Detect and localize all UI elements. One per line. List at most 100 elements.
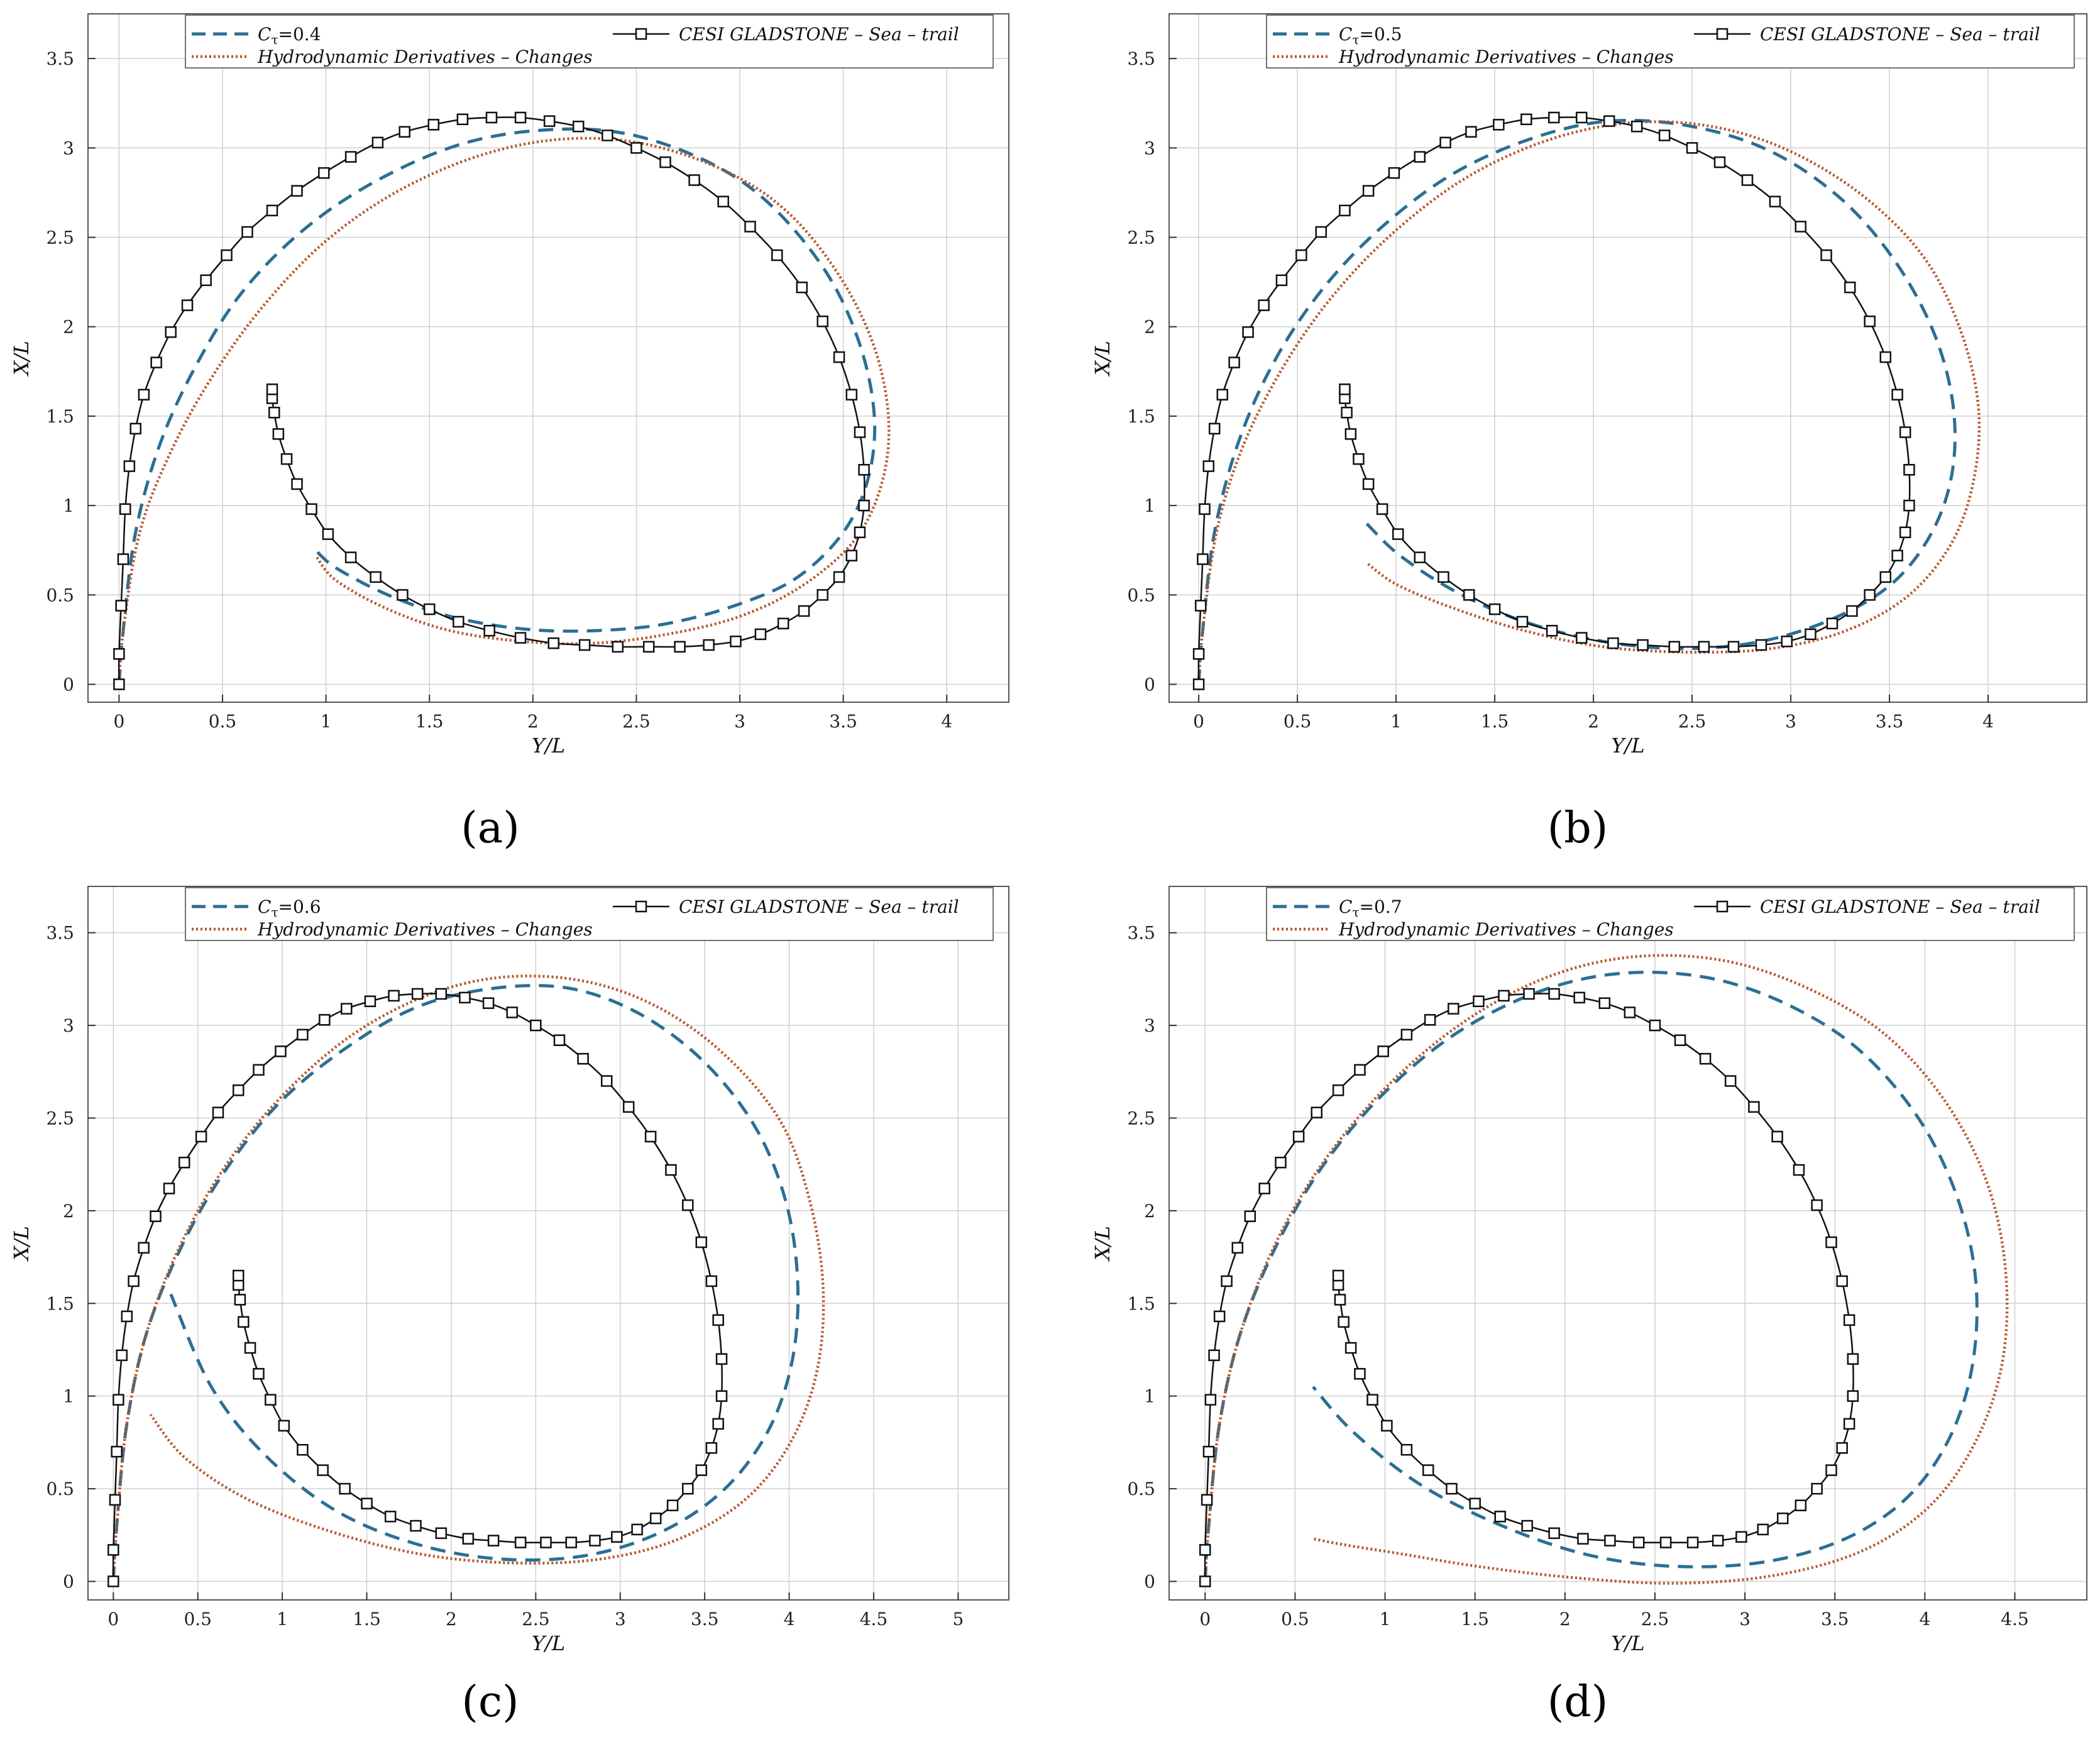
x-tick-label: 1 xyxy=(1390,711,1402,732)
x-tick-label: 4 xyxy=(941,711,952,732)
data-marker xyxy=(275,1045,287,1057)
data-marker xyxy=(798,605,810,617)
y-tick-label: 3.5 xyxy=(46,923,74,944)
data-marker xyxy=(163,1182,175,1194)
x-tick-label: 3 xyxy=(1785,711,1796,732)
data-marker xyxy=(1498,990,1510,1002)
data-marker xyxy=(319,1014,331,1026)
data-marker xyxy=(665,1164,677,1176)
data-marker xyxy=(1448,1003,1460,1015)
data-marker xyxy=(1781,636,1793,648)
data-marker xyxy=(410,1519,422,1532)
x-tick-label: 2 xyxy=(527,711,539,732)
x-tick-label: 1.5 xyxy=(1461,1609,1489,1629)
y-tick-label: 0.5 xyxy=(1127,1479,1155,1499)
data-marker xyxy=(1341,406,1353,419)
x-tick-label: 1.5 xyxy=(353,1609,381,1629)
data-marker xyxy=(1202,1445,1215,1458)
data-marker xyxy=(487,1535,500,1546)
y-tick-label: 1 xyxy=(63,495,74,516)
x-tick-label: 0.5 xyxy=(1281,1609,1309,1629)
data-marker xyxy=(1354,1368,1366,1380)
data-marker xyxy=(1826,617,1839,630)
data-marker xyxy=(1769,196,1781,207)
data-marker xyxy=(1546,624,1558,637)
y-tick-label: 2 xyxy=(1144,1201,1155,1221)
series-line-1 xyxy=(117,127,877,685)
data-marker xyxy=(1192,678,1205,690)
chart-panel-1: 0 0.5 1 1.5 2 2.5 3 3.5 4 0 0.5 1 1.5 2 2.5 3 3.5 Y/L X/L C… xyxy=(9,13,1009,853)
data-marker xyxy=(514,1536,527,1548)
data-marker xyxy=(115,600,127,612)
x-tick-label: 2.5 xyxy=(1641,1609,1669,1629)
data-marker xyxy=(1334,1294,1346,1306)
data-marker xyxy=(339,1482,351,1495)
data-marker xyxy=(195,1130,207,1143)
data-marker xyxy=(370,571,382,583)
data-marker xyxy=(119,503,131,515)
data-marker xyxy=(1315,226,1328,238)
data-marker xyxy=(717,196,729,207)
x-tick-label: 1.5 xyxy=(415,711,444,732)
data-marker xyxy=(253,1064,265,1076)
data-marker xyxy=(730,636,742,648)
data-marker xyxy=(129,422,141,435)
data-marker xyxy=(1686,1536,1699,1548)
data-marker xyxy=(113,1394,124,1406)
y-tick-label: 0 xyxy=(1144,1572,1155,1592)
data-marker xyxy=(1825,1236,1837,1249)
data-marker xyxy=(318,167,330,179)
data-marker xyxy=(1494,1511,1506,1523)
data-marker xyxy=(1192,648,1205,660)
data-marker xyxy=(631,1523,643,1536)
data-marker xyxy=(1400,1443,1413,1456)
data-marker xyxy=(854,426,866,438)
data-marker xyxy=(1668,641,1681,653)
data-marker xyxy=(423,603,436,615)
data-marker xyxy=(1659,1536,1672,1548)
legend-box xyxy=(185,887,994,941)
y-tick-label: 2.5 xyxy=(1127,1108,1155,1129)
series-line-2 xyxy=(1197,120,1981,685)
data-marker xyxy=(1414,551,1426,563)
data-marker xyxy=(1332,1084,1344,1096)
data-marker xyxy=(1548,1527,1560,1540)
data-marker xyxy=(1362,185,1375,197)
data-marker xyxy=(845,549,858,562)
data-marker xyxy=(1388,167,1400,179)
legend-label-2: Hydrodynamic Derivatives – Changes xyxy=(257,919,593,940)
data-marker xyxy=(649,1513,662,1524)
x-axis-label: Y/L xyxy=(1611,734,1644,758)
y-axis-label: X/L xyxy=(9,1226,33,1262)
data-marker xyxy=(705,1442,718,1454)
data-marker xyxy=(485,111,498,124)
data-marker xyxy=(344,551,357,563)
data-marker xyxy=(1843,1418,1855,1430)
x-tick-label: 0 xyxy=(1193,711,1204,732)
data-marker xyxy=(109,1494,121,1506)
x-tick-label: 5 xyxy=(952,1609,964,1629)
data-marker xyxy=(1573,991,1585,1004)
data-marker xyxy=(1575,111,1588,124)
data-marker xyxy=(361,1497,373,1509)
data-marker xyxy=(241,226,253,238)
data-marker xyxy=(297,1028,309,1041)
data-marker xyxy=(453,615,465,628)
legend-box xyxy=(1266,14,2075,69)
y-axis-label: X/L xyxy=(1091,1226,1114,1262)
x-tick-label: 0.5 xyxy=(184,1609,212,1629)
x-tick-label: 0.5 xyxy=(1284,711,1312,732)
data-marker xyxy=(833,571,845,583)
data-marker xyxy=(1362,478,1375,490)
data-marker xyxy=(1632,1536,1645,1548)
data-marker xyxy=(1735,1531,1747,1543)
data-marker xyxy=(364,995,377,1008)
legend-marker xyxy=(635,28,647,40)
y-tick-label: 3 xyxy=(63,138,74,158)
data-marker xyxy=(483,624,495,637)
legend-label-1: Cτ=0.6 xyxy=(258,896,321,920)
data-marker xyxy=(1339,383,1351,395)
data-marker xyxy=(1674,1034,1686,1046)
data-marker xyxy=(411,988,424,1000)
data-marker xyxy=(1197,553,1209,565)
